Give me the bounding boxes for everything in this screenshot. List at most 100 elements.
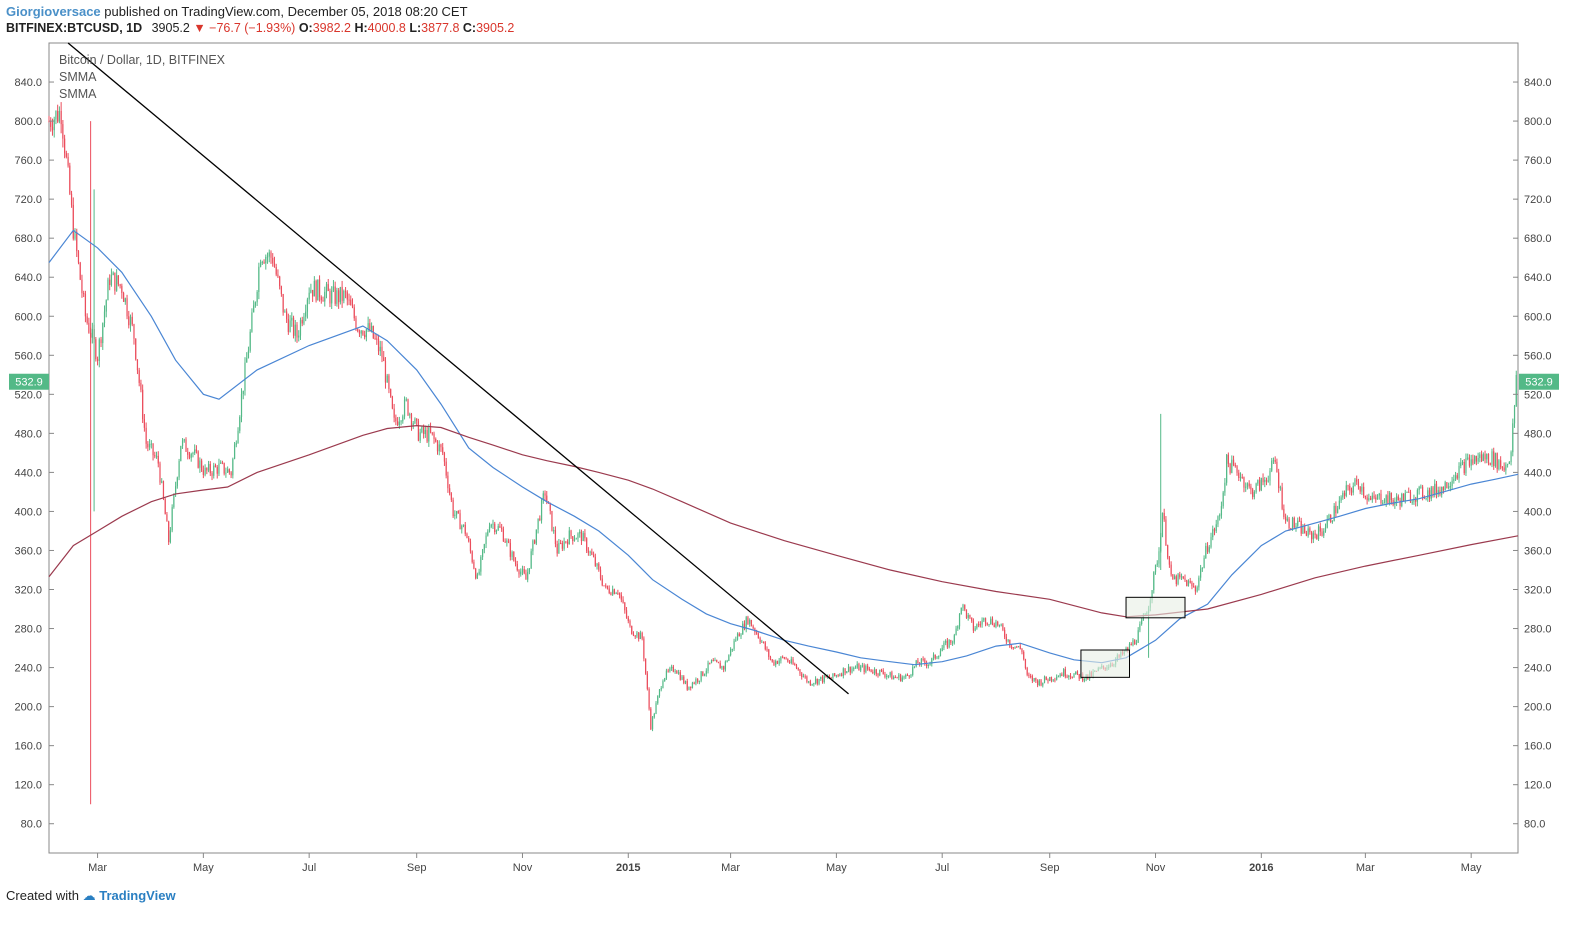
candle-body [927,664,929,666]
candle-body [259,262,262,267]
candle-body [723,666,725,670]
candle-body [1319,526,1321,532]
candle-body [1057,676,1060,678]
candle-body [990,618,992,624]
candle-body [712,659,714,662]
candle-body [211,473,213,476]
candle-body [1033,678,1035,681]
candle-body [207,464,210,471]
legend-smma-1[interactable]: SMMA [59,70,97,84]
y-tick-label-right: 280.0 [1524,624,1552,636]
candle-body [709,662,711,664]
candle-body [991,618,994,625]
y-axis-left[interactable]: 80.0 120.0 160.0 200.0 240.0 280.0 320.0 360.0 4… [9,77,54,831]
candle-body [1305,533,1308,536]
candle-body [1500,460,1502,468]
candle-body [181,440,184,446]
candle-body [570,530,572,537]
candle-body [638,632,640,640]
candle-body [1062,669,1065,676]
legend-smma-2[interactable]: SMMA [59,87,97,101]
candle-body [1442,486,1445,491]
candle-body [268,252,270,257]
candle-body [962,604,964,608]
candle-body [912,667,914,675]
close-value: 3905.2 [476,21,515,35]
candle-body [513,552,515,561]
candle-body [830,677,832,679]
candle-body [390,389,392,397]
candle-body [1302,526,1304,534]
candle-body [1477,458,1479,462]
candle-body [925,663,928,666]
candle-body [1163,512,1165,520]
y-tick-label-right: 320.0 [1524,585,1552,597]
candle-body [1182,576,1184,579]
candle-body [1154,564,1157,573]
candle-body [1226,454,1228,483]
candle-body [905,674,907,677]
candle-body [81,279,83,294]
candle-body [913,666,916,668]
candle-body [103,311,106,324]
candle-body [1026,667,1028,675]
candle-body [475,568,477,579]
candle-body [1437,490,1439,495]
candle-body [802,676,805,678]
candle-body [527,571,529,580]
candle-body [1283,508,1285,517]
candle-body [83,293,85,295]
candle-body [1364,495,1366,498]
candle-body [856,663,858,668]
candle-body [946,640,949,648]
candle-body [672,666,674,672]
candle-body [1161,512,1164,538]
tradingview-brand-link[interactable]: TradingView [99,888,176,903]
candle-body [677,672,680,674]
candle-body [804,676,806,678]
candle-body [665,670,668,679]
y-axis-right[interactable]: 80.0 120.0 160.0 200.0 240.0 280.0 320.0 360.0 4… [1513,77,1559,831]
candle-body [79,262,81,280]
candle-body [1054,679,1056,681]
candle-body [743,623,746,630]
candle-body [135,338,137,360]
candle-body [1369,498,1372,500]
candle-body [102,323,104,344]
candle-body [1229,463,1231,473]
candle-body [608,588,610,594]
candle-body [60,110,62,125]
candle-body [357,329,359,332]
candle-body [1200,568,1202,578]
candle-body [187,451,189,455]
candle-body [131,316,133,325]
candle-body [1408,491,1410,493]
candle-body [674,670,676,672]
candle-body [669,668,671,672]
candle-body [1430,487,1432,499]
candle-body [1137,630,1139,643]
x-axis[interactable]: Mar May Jul Sep Nov 2015 Mar May Jul Sep Nov 2016 Ma… [88,853,1482,874]
candle-body [948,640,950,648]
candle-body [327,284,329,292]
candle-body [984,618,987,624]
candle-body [258,266,260,292]
candle-body [1288,518,1290,529]
last-price: 3905.2 [151,21,190,35]
candle-body [639,632,642,640]
candle-body [764,642,766,650]
candle-body [589,551,591,553]
candle-body [1231,459,1233,473]
author-link[interactable]: Giorgioversace [6,4,101,19]
candle-body [447,475,449,489]
candle-body [558,543,560,554]
candle-body [528,568,531,572]
candle-body [1269,470,1271,481]
candle-body [719,663,721,669]
candle-body [1179,574,1181,578]
y-tick-label-left: 320.0 [14,585,42,597]
candle-body [514,560,517,564]
candle-body [880,669,883,671]
candle-body [117,275,119,285]
